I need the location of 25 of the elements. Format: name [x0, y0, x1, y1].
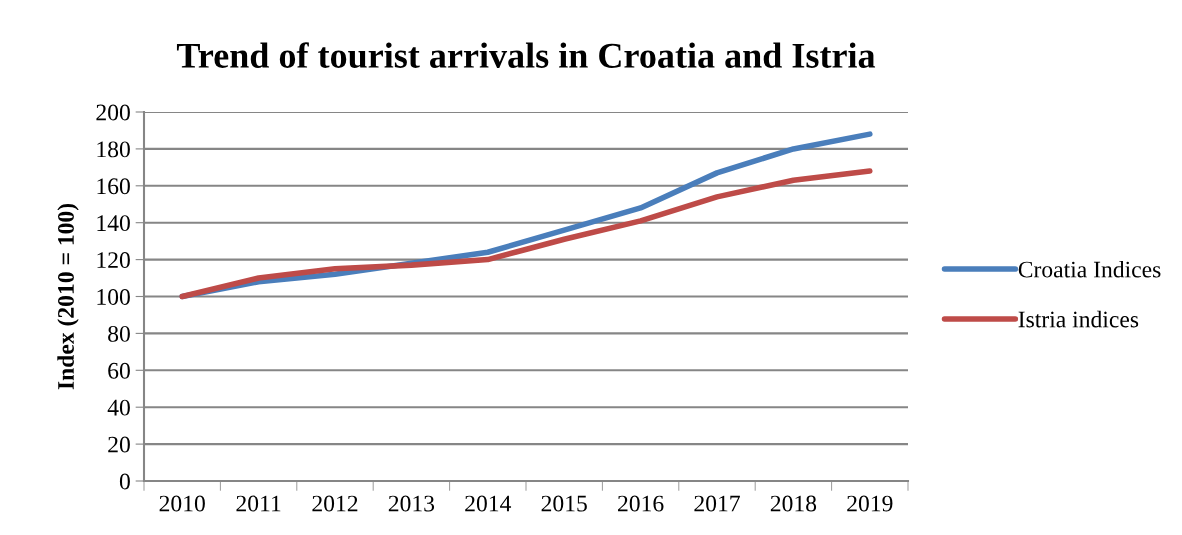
x-tick-label: 2011	[236, 495, 281, 512]
chart-title: Trend of tourist arrivals in Croatia and Istria	[176, 42, 876, 68]
x-tick-label: 2016	[618, 495, 664, 512]
x-tick-label: 2019	[847, 495, 893, 512]
x-tick-label: 2018	[770, 495, 817, 512]
x-tick-label: 2012	[312, 495, 358, 512]
y-tick-label: 100	[97, 288, 130, 305]
y-tick-label: 60	[108, 362, 130, 379]
y-tick-label: 160	[97, 178, 130, 195]
legend-label: Istria indices	[1018, 310, 1139, 328]
y-tick-label: 20	[108, 436, 130, 453]
y-tick-label: 0	[119, 473, 130, 490]
y-tick-label: 120	[97, 252, 130, 269]
y-tick-label: 40	[107, 399, 130, 416]
y-axis-title: Index (2010 = 100)	[57, 203, 79, 390]
y-tick-label: 180	[97, 141, 130, 158]
y-tick-label: 200	[96, 104, 130, 121]
x-tick-label: 2015	[541, 495, 587, 512]
legend-label: Croatia Indices	[1018, 260, 1161, 278]
x-tick-label: 2010	[159, 495, 205, 512]
y-tick-label: 140	[97, 215, 130, 232]
x-tick-label: 2017	[694, 495, 740, 512]
x-tick-label: 2013	[388, 495, 435, 512]
y-tick-label: 80	[108, 325, 130, 342]
x-tick-label: 2014	[465, 495, 512, 512]
